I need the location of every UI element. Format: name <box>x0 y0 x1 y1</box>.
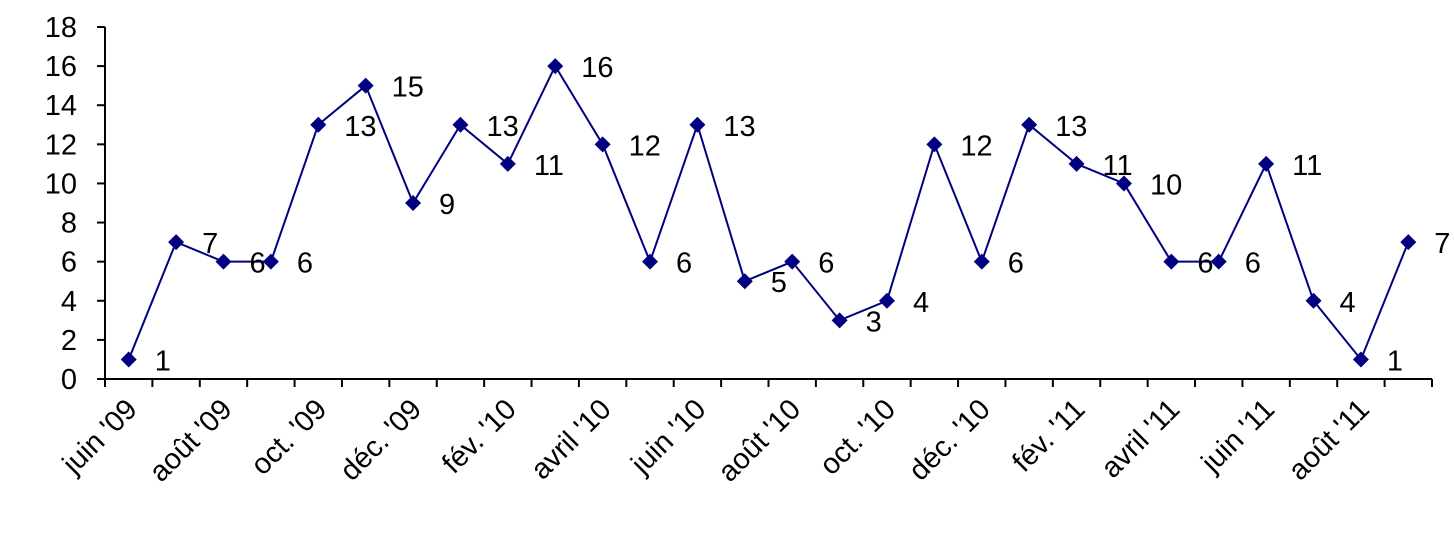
x-tick-label: fév. '11 <box>1006 393 1091 478</box>
data-point <box>594 136 611 153</box>
y-tick-label: 0 <box>61 364 77 396</box>
data-label: 13 <box>1055 111 1087 143</box>
data-point <box>1021 116 1038 133</box>
data-point <box>784 253 801 270</box>
x-tick-label: fév. '10 <box>436 393 523 480</box>
data-point <box>1400 234 1417 251</box>
data-label: 6 <box>1245 248 1261 280</box>
data-point <box>1352 351 1369 368</box>
data-point <box>310 116 327 133</box>
x-tick-label: avril '11 <box>1095 393 1186 484</box>
data-point <box>831 312 848 329</box>
y-tick-label: 18 <box>45 12 77 44</box>
x-tick-label: avril '10 <box>525 393 618 486</box>
data-label: 7 <box>202 228 218 260</box>
data-point <box>973 253 990 270</box>
x-tick-label: août '10 <box>712 393 807 488</box>
x-tick-label: oct. '09 <box>245 393 333 481</box>
data-point <box>1258 155 1275 172</box>
data-point <box>1068 155 1085 172</box>
data-point <box>452 116 469 133</box>
x-tick-label: juin '11 <box>1195 393 1281 479</box>
data-point <box>1210 253 1227 270</box>
data-label: 6 <box>1008 248 1024 280</box>
data-point <box>1305 292 1322 309</box>
y-tick-label: 16 <box>45 51 77 83</box>
data-label: 10 <box>1150 169 1182 201</box>
data-label: 3 <box>866 306 882 338</box>
x-tick-label: déc. '10 <box>903 393 997 487</box>
series-line <box>127 64 1410 362</box>
x-tick-label: août '11 <box>1282 393 1375 486</box>
data-point <box>1115 175 1132 192</box>
data-label: 13 <box>344 111 376 143</box>
data-point <box>926 136 943 153</box>
data-label: 16 <box>581 52 613 84</box>
data-point <box>405 195 422 211</box>
data-label: 6 <box>249 248 265 280</box>
data-label: 6 <box>676 248 692 280</box>
data-point <box>878 292 895 309</box>
data-label: 1 <box>155 345 171 377</box>
data-point <box>1163 253 1180 270</box>
data-point <box>262 253 279 270</box>
y-tick-label: 2 <box>61 325 77 357</box>
data-label: 9 <box>439 189 455 221</box>
data-label: 6 <box>1197 248 1213 280</box>
y-tick-label: 12 <box>45 129 77 161</box>
y-tick-label: 8 <box>61 208 77 240</box>
data-label: 11 <box>1292 150 1322 182</box>
x-tick-label: juin '10 <box>625 393 713 481</box>
data-label: 1 <box>1387 345 1403 377</box>
data-label: 13 <box>486 111 518 143</box>
data-label: 4 <box>1340 287 1356 319</box>
data-point <box>547 58 564 75</box>
x-tick-label: déc. '09 <box>334 393 428 487</box>
data-point <box>736 273 753 290</box>
data-label: 11 <box>534 150 564 182</box>
data-label: 11 <box>1103 150 1133 182</box>
data-label: 6 <box>818 248 834 280</box>
data-point <box>499 155 516 172</box>
data-label: 12 <box>629 130 661 162</box>
data-label: 13 <box>723 111 755 143</box>
data-point <box>168 234 185 251</box>
data-point <box>215 253 232 270</box>
y-tick-label: 10 <box>45 168 77 200</box>
data-point <box>689 116 706 133</box>
data-label: 12 <box>960 130 992 162</box>
data-point <box>357 77 374 94</box>
x-tick-label: juin '09 <box>56 393 144 481</box>
y-tick-label: 4 <box>61 286 77 318</box>
data-label: 6 <box>297 248 313 280</box>
data-label: 4 <box>913 287 929 319</box>
data-label: 5 <box>771 267 787 299</box>
y-tick-label: 14 <box>45 90 77 122</box>
data-point <box>642 253 659 270</box>
x-tick-label: août '09 <box>143 393 238 488</box>
x-tick-label: oct. '10 <box>814 393 902 481</box>
data-point <box>120 351 137 368</box>
data-label: 15 <box>392 72 424 104</box>
data-label: 7 <box>1434 228 1450 260</box>
y-tick-label: 6 <box>61 247 77 279</box>
